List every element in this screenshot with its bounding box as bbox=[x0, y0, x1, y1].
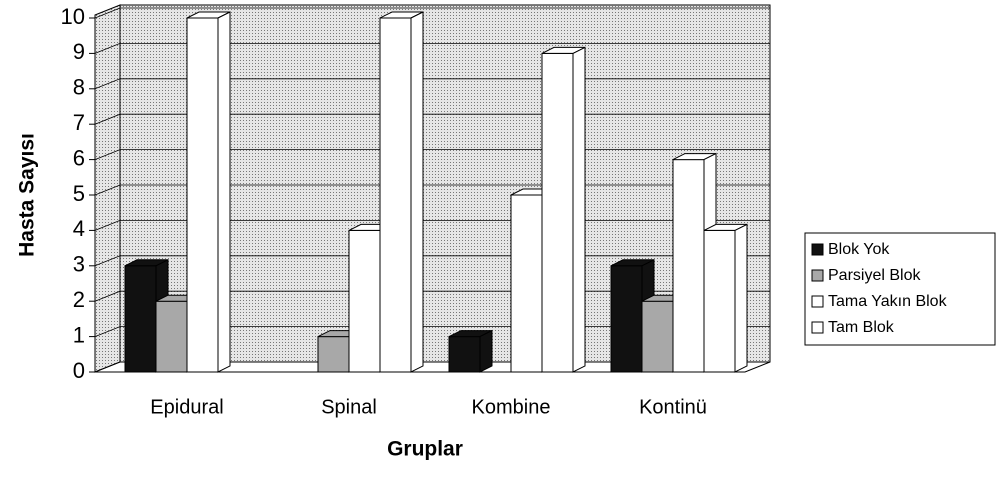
y-tick-label: 0 bbox=[73, 358, 85, 383]
legend-swatch bbox=[811, 295, 824, 308]
bar-face bbox=[217, 11, 231, 373]
y-tick-label: 3 bbox=[73, 252, 85, 277]
y-tick-label: 2 bbox=[73, 287, 85, 312]
legend-label: Tam Blok bbox=[828, 319, 895, 336]
bar-face bbox=[641, 300, 674, 373]
bar-face bbox=[703, 229, 736, 373]
y-tick-label: 6 bbox=[73, 145, 85, 170]
legend-label: Blok Yok bbox=[828, 241, 890, 258]
bar bbox=[448, 329, 493, 373]
bar-face bbox=[410, 11, 424, 373]
bar-face bbox=[479, 329, 493, 373]
grid-line bbox=[94, 7, 770, 19]
legend-swatch bbox=[811, 269, 824, 282]
y-tick-label: 10 bbox=[61, 4, 85, 29]
bar bbox=[186, 11, 231, 373]
bar-face bbox=[317, 336, 350, 373]
bar-face bbox=[610, 265, 643, 373]
bar-face bbox=[448, 336, 481, 373]
bar bbox=[541, 46, 586, 373]
y-tick-label: 4 bbox=[73, 216, 85, 241]
x-tick-label: Kombine bbox=[472, 396, 551, 418]
legend bbox=[804, 232, 996, 346]
bar-face bbox=[510, 194, 543, 373]
bar-face bbox=[541, 52, 574, 373]
bar-face bbox=[124, 265, 157, 373]
bar-face bbox=[672, 159, 705, 373]
bar-face bbox=[155, 300, 188, 373]
y-tick-label: 1 bbox=[73, 322, 85, 347]
bar bbox=[703, 223, 748, 373]
y-axis-label: Hasta Sayısı bbox=[16, 133, 39, 257]
bar bbox=[379, 11, 424, 373]
x-tick-label: Spinal bbox=[321, 396, 377, 418]
bar-face bbox=[734, 223, 748, 373]
y-tick-label: 5 bbox=[73, 181, 85, 206]
side-wall bbox=[94, 4, 121, 373]
bar-face bbox=[572, 46, 586, 373]
y-tick-label: 9 bbox=[73, 39, 85, 64]
bar-face bbox=[379, 17, 412, 373]
bar-face bbox=[186, 17, 219, 373]
x-tick-label: Kontinü bbox=[639, 396, 707, 418]
legend-swatch bbox=[811, 321, 824, 334]
y-tick-label: 7 bbox=[73, 110, 85, 135]
y-tick-label: 8 bbox=[73, 75, 85, 100]
x-axis-label: Gruplar bbox=[387, 438, 463, 461]
legend-label: Parsiyel Blok bbox=[828, 267, 921, 284]
legend-swatch bbox=[811, 243, 824, 256]
grid-line bbox=[94, 43, 770, 54]
legend-label: Tama Yakın Blok bbox=[828, 293, 948, 310]
x-tick-label: Epidural bbox=[150, 396, 223, 418]
bar-face bbox=[348, 229, 381, 373]
